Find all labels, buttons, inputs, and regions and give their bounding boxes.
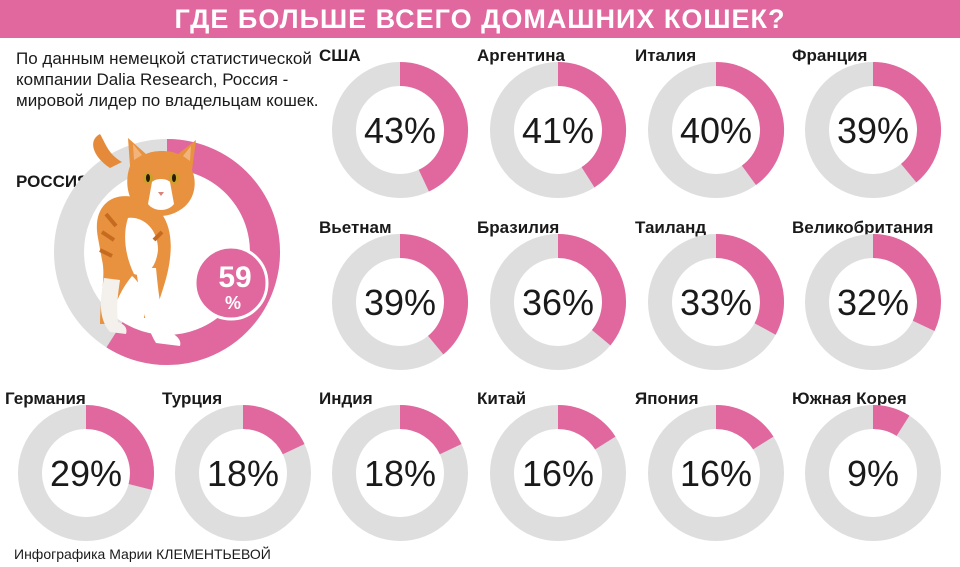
- country-7-donut-arc: [872, 234, 941, 331]
- cat-front-leg: [136, 268, 181, 346]
- country-5-donut-arc: [557, 234, 626, 346]
- country-3-donut: 39%: [805, 62, 941, 198]
- country-13-donut-arc: [872, 405, 910, 437]
- country-7-label: Великобритания: [792, 218, 934, 237]
- country-11-value: 16%: [522, 453, 594, 494]
- country-8-donut-arc: [85, 405, 154, 490]
- country-12-donut-arc: [715, 405, 774, 450]
- country-10-donut: 18%: [332, 405, 468, 541]
- country-1-label: Аргентина: [477, 46, 565, 65]
- cat-tail: [93, 134, 122, 168]
- country-6-donut-arc: [715, 234, 784, 335]
- country-6-value: 33%: [680, 282, 752, 323]
- country-11-label: Китай: [477, 389, 527, 408]
- country-0-value: 43%: [364, 110, 436, 151]
- credit-text: Инфографика Марии КЛЕМЕНТЬЕВОЙ: [14, 546, 271, 562]
- country-5-value: 36%: [522, 282, 594, 323]
- country-11-donut: 16%: [490, 405, 626, 541]
- country-5-label: Бразилия: [477, 218, 560, 237]
- country-1-donut-arc: [557, 62, 626, 188]
- country-0-donut-arc: [399, 62, 468, 192]
- country-1-value: 41%: [522, 110, 594, 151]
- country-2-donut: 40%: [648, 62, 784, 198]
- russia-value-unit: %: [225, 293, 241, 313]
- country-9-label: Турция: [162, 389, 223, 408]
- country-10-donut-arc: [399, 405, 462, 455]
- country-1-donut: 41%: [490, 62, 626, 198]
- country-8-value: 29%: [50, 453, 122, 494]
- country-0-label: США: [319, 46, 361, 65]
- cat-nose: [158, 192, 164, 196]
- country-13-donut: 9%: [805, 405, 941, 541]
- country-10-label: Индия: [319, 389, 373, 408]
- country-7-donut: 32%: [805, 234, 941, 370]
- cat-icon: [93, 134, 196, 346]
- country-6-donut: 33%: [648, 234, 784, 370]
- title-bar: ГДЕ БОЛЬШЕ ВСЕГО ДОМАШНИХ КОШЕК?: [0, 0, 960, 38]
- country-3-label: Франция: [792, 46, 868, 65]
- cat-chest: [125, 217, 158, 275]
- country-3-value: 39%: [837, 110, 909, 151]
- country-8-donut: 29%: [18, 405, 154, 541]
- page-title: ГДЕ БОЛЬШЕ ВСЕГО ДОМАШНИХ КОШЕК?: [174, 3, 786, 34]
- russia-value-bubble: [193, 245, 269, 321]
- cat-stripes: [99, 212, 164, 258]
- country-8-label: Германия: [5, 389, 86, 408]
- russia-label: РОССИЯ: [16, 172, 90, 191]
- country-9-donut: 18%: [175, 405, 311, 541]
- country-12-donut: 16%: [648, 405, 784, 541]
- country-12-value: 16%: [680, 453, 752, 494]
- country-2-label: Италия: [635, 46, 697, 65]
- country-4-label: Вьетнам: [319, 218, 392, 237]
- country-12-label: Япония: [635, 389, 699, 408]
- intro-text: По данным немецкой статистической компан…: [16, 49, 319, 110]
- country-4-donut: 39%: [332, 234, 468, 370]
- cat-head: [127, 138, 196, 216]
- country-13-label: Южная Корея: [792, 389, 907, 408]
- cat-back-leg: [100, 278, 127, 334]
- country-2-value: 40%: [680, 110, 752, 151]
- country-9-value: 18%: [207, 453, 279, 494]
- country-2-donut-arc: [715, 62, 784, 186]
- cat-pupil-right: [172, 174, 176, 182]
- country-4-value: 39%: [364, 282, 436, 323]
- country-3-donut-arc: [872, 62, 941, 183]
- country-5-donut: 36%: [490, 234, 626, 370]
- cat-pupil-left: [146, 174, 150, 182]
- country-10-value: 18%: [364, 453, 436, 494]
- country-7-value: 32%: [837, 282, 909, 323]
- country-0-donut: 43%: [332, 62, 468, 198]
- country-4-donut-arc: [399, 234, 468, 355]
- country-6-label: Таиланд: [635, 218, 707, 237]
- country-13-value: 9%: [847, 453, 899, 494]
- country-9-donut-arc: [242, 405, 305, 455]
- country-11-donut-arc: [557, 405, 616, 450]
- russia-value: 59: [218, 261, 251, 294]
